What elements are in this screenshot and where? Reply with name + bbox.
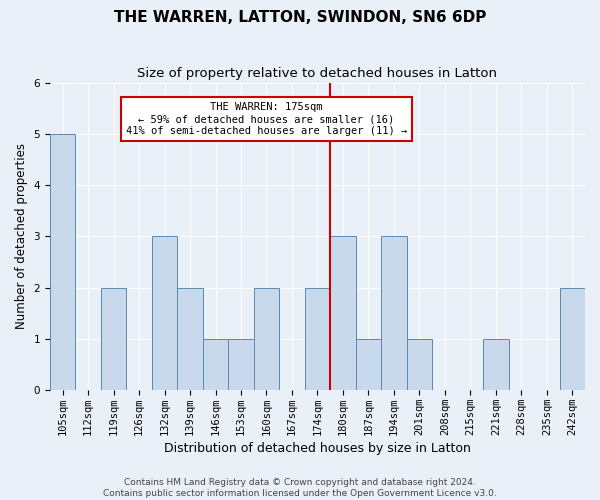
Bar	[50, 134, 76, 390]
Y-axis label: Number of detached properties: Number of detached properties	[15, 144, 28, 330]
Text: THE WARREN: 175sqm
← 59% of detached houses are smaller (16)
41% of semi-detache: THE WARREN: 175sqm ← 59% of detached hou…	[126, 102, 407, 136]
X-axis label: Distribution of detached houses by size in Latton: Distribution of detached houses by size …	[164, 442, 471, 455]
Bar	[152, 236, 178, 390]
Bar	[101, 288, 127, 390]
Bar	[407, 339, 432, 390]
Text: Contains HM Land Registry data © Crown copyright and database right 2024.
Contai: Contains HM Land Registry data © Crown c…	[103, 478, 497, 498]
Bar	[203, 339, 228, 390]
Title: Size of property relative to detached houses in Latton: Size of property relative to detached ho…	[137, 68, 497, 80]
Bar	[483, 339, 509, 390]
Bar	[356, 339, 381, 390]
Bar	[228, 339, 254, 390]
Bar	[381, 236, 407, 390]
Bar	[254, 288, 279, 390]
Text: THE WARREN, LATTON, SWINDON, SN6 6DP: THE WARREN, LATTON, SWINDON, SN6 6DP	[114, 10, 486, 25]
Bar	[178, 288, 203, 390]
Bar	[330, 236, 356, 390]
Bar	[560, 288, 585, 390]
Bar	[305, 288, 330, 390]
